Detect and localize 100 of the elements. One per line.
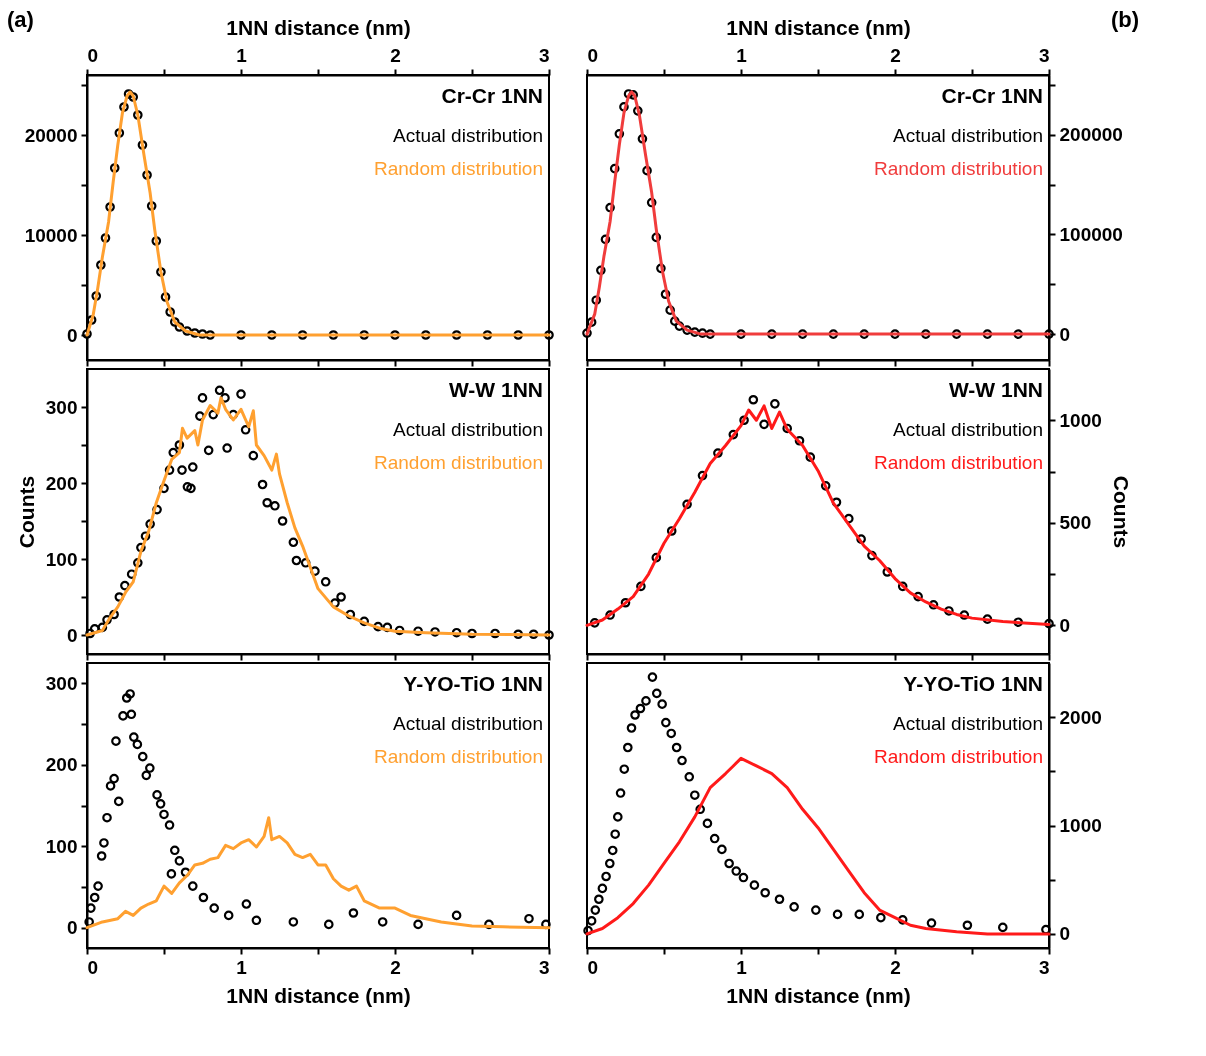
x-tick-label: 3 [538, 44, 550, 66]
text: (a) [7, 7, 34, 32]
y-tick-label: 10000 [24, 224, 78, 246]
point [782, 423, 793, 434]
text: Random distribution [374, 746, 543, 767]
point [152, 504, 162, 515]
point [682, 499, 692, 510]
point [236, 389, 246, 399]
y2-tick-label: 100000 [1059, 223, 1123, 245]
point [490, 628, 500, 639]
point [203, 445, 214, 456]
point [262, 497, 272, 508]
y-tick-label: 0 [66, 624, 78, 646]
point [620, 597, 631, 608]
point [982, 614, 993, 624]
point [359, 616, 370, 627]
point [126, 569, 137, 579]
point [145, 519, 155, 529]
y-tick-label: 100 [45, 835, 78, 857]
point [220, 393, 230, 403]
point [140, 531, 151, 541]
y-axis-title: Counts [14, 475, 38, 549]
point [310, 566, 320, 576]
point [159, 483, 169, 494]
point [345, 609, 356, 620]
point [728, 429, 739, 440]
point [897, 581, 908, 592]
point [136, 542, 146, 553]
x-tick-label: 1 [736, 44, 748, 66]
line-series [85, 816, 551, 930]
point [277, 516, 288, 526]
point [187, 462, 198, 472]
point [288, 537, 299, 548]
line-series [85, 90, 551, 337]
point [291, 555, 302, 566]
x-tick-label: 3 [1038, 956, 1050, 978]
x-tick-label: 2 [390, 44, 401, 66]
point [109, 609, 119, 620]
point [666, 526, 677, 536]
point [1044, 618, 1054, 629]
point [168, 447, 179, 458]
point [270, 501, 280, 511]
x-tick-label: 2 [390, 956, 401, 978]
x-tick-label: 3 [538, 956, 550, 978]
y2-tick-label: 1000 [1059, 409, 1102, 431]
x-tick-label: 0 [587, 44, 599, 66]
text: Actual distribution [893, 713, 1043, 734]
text: Actual distribution [893, 419, 1043, 440]
x-tick-label: 1 [236, 956, 248, 978]
point [430, 627, 440, 637]
chart-title: W-W 1NN [948, 378, 1043, 401]
x-tick-label: 0 [587, 956, 599, 978]
point [208, 409, 219, 420]
x-axis-title: 1NN distance (nm) [226, 983, 411, 1007]
text: (b) [1110, 7, 1139, 32]
point [300, 558, 311, 568]
point [944, 606, 954, 616]
point [197, 393, 208, 403]
point [805, 452, 816, 462]
text: Actual distribution [393, 125, 543, 146]
text: Actual distribution [393, 419, 543, 440]
point [636, 581, 646, 592]
point [882, 567, 893, 577]
point [102, 615, 112, 625]
line-series [85, 396, 551, 637]
y-tick-label: 200 [45, 754, 78, 776]
point [544, 630, 554, 640]
point [820, 481, 831, 491]
x-tick-label: 1 [736, 956, 748, 978]
y2-tick-label: 200000 [1059, 124, 1123, 146]
point [451, 627, 462, 638]
text: Random distribution [874, 158, 1043, 179]
x-tick-label: 0 [87, 956, 99, 978]
text: Random distribution [374, 452, 543, 473]
point [856, 534, 866, 544]
point [748, 394, 759, 405]
point [413, 626, 423, 636]
point [770, 399, 780, 409]
point [831, 497, 842, 508]
point [759, 419, 769, 430]
y-tick-label: 300 [45, 672, 78, 694]
y-tick-label: 0 [66, 917, 78, 939]
text: Actual distribution [393, 713, 543, 734]
point [248, 450, 259, 461]
line-series [585, 90, 1051, 336]
point [697, 470, 708, 481]
point [513, 629, 524, 640]
y2-tick-label: 0 [1059, 923, 1071, 945]
x-axis-title: 1NN distance (nm) [726, 983, 911, 1007]
x-axis-title: 1NN distance (nm) [226, 15, 411, 39]
point [222, 443, 232, 453]
y2-tick-label: 500 [1059, 512, 1092, 534]
point [467, 628, 477, 639]
text: Random distribution [874, 746, 1043, 767]
x-tick-label: 3 [1038, 44, 1050, 66]
chart-title: Y-YO-TiO 1NN [903, 672, 1043, 695]
chart-title: W-W 1NN [448, 378, 543, 401]
point [739, 415, 749, 426]
y-tick-label: 20000 [24, 124, 78, 146]
y-tick-label: 0 [66, 324, 78, 346]
